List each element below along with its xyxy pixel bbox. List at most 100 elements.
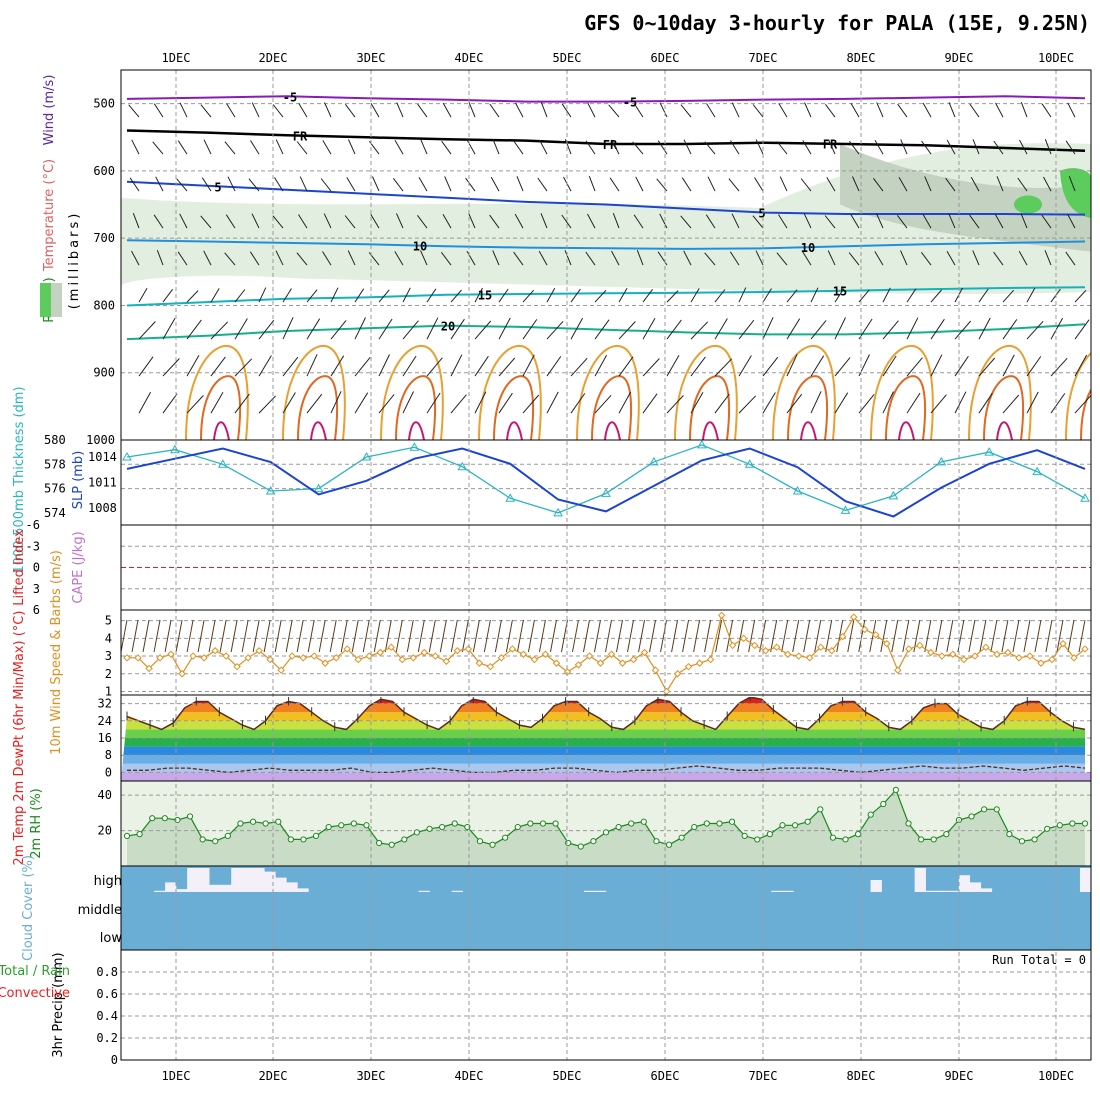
surface-contour-inner: [591, 375, 633, 440]
wind-barb-10m: [1045, 619, 1053, 653]
wind-speed-point: [949, 650, 957, 658]
date-label-bottom: 4DEC: [455, 1069, 484, 1083]
wind-speed-point: [431, 652, 440, 660]
rh-shade-green: [1060, 168, 1091, 218]
wind-speed-point: [519, 650, 528, 658]
wind-barb: [444, 176, 452, 192]
wind-speed-point: [618, 659, 627, 667]
wind-barb: [755, 250, 764, 266]
wind-barb: [882, 391, 894, 414]
wind-speed-point: [178, 670, 186, 678]
wind-barb: [450, 354, 463, 377]
wind-barb: [900, 250, 908, 266]
wind-barb: [234, 393, 250, 414]
wind-barb: [882, 320, 899, 340]
wind-barb: [282, 392, 296, 414]
rh-point: [703, 820, 710, 827]
wind-barb: [546, 356, 562, 377]
wind-speed-point: [541, 650, 550, 658]
wind-barb: [714, 318, 728, 340]
wind-barb: [272, 215, 284, 229]
pressure-tick-label: 1000: [86, 433, 115, 447]
wind-barb: [683, 250, 692, 266]
rh-point: [388, 841, 395, 848]
wind-speed-point: [1059, 639, 1067, 648]
wind-barb-10m: [362, 619, 370, 653]
cloud-high-bar: [231, 868, 243, 892]
wind-barb-10m: [759, 619, 767, 653]
wind-barb: [1065, 140, 1076, 155]
rh-point: [451, 820, 458, 827]
wind-barb: [873, 177, 884, 192]
wind-barb-10m: [395, 619, 403, 653]
chart-title: GFS 0~10day 3-hourly for PALA (15E, 9.25…: [584, 11, 1090, 35]
wind-barb: [570, 393, 586, 414]
wind-speed-point: [916, 641, 924, 650]
wind-speed-point: [222, 652, 230, 660]
cloud-high-bar: [782, 890, 794, 892]
wind-barb-10m: [770, 619, 778, 653]
wind-barb-10m: [252, 619, 260, 653]
rh-point: [350, 820, 357, 827]
wind-barb: [540, 102, 548, 118]
wind-barb: [1067, 102, 1076, 118]
wind-barb: [296, 141, 308, 155]
wind-barb: [1002, 319, 1018, 340]
rh-point: [136, 831, 143, 838]
surface-contour-core: [213, 421, 230, 440]
wind-barb: [394, 251, 404, 266]
thickness-point: [553, 507, 563, 517]
wind-barb: [755, 139, 764, 155]
precip-tick-label: 0.8: [96, 965, 118, 979]
wind-ylabel: 10m Wind Speed & Barbs (m/s): [49, 550, 64, 755]
wind-barb: [993, 140, 1004, 155]
surface-contour-core: [506, 421, 523, 440]
wind-barb-10m: [340, 619, 348, 653]
wind-tick-label: 1: [105, 684, 112, 698]
cloud-high-bar: [870, 880, 882, 892]
wind-barb-10m: [792, 619, 800, 653]
wind-barb-10m: [660, 619, 668, 653]
precip-tick-label: 0: [111, 1053, 118, 1067]
wind-speed-point: [883, 639, 891, 648]
rh-point: [590, 838, 597, 845]
wind-speed-point: [850, 613, 858, 621]
wind-barb-10m: [219, 619, 227, 653]
rh-area: [127, 789, 1085, 866]
surface-contour-outer: [1065, 351, 1091, 440]
wind-barb: [370, 102, 380, 118]
rh-point: [678, 834, 685, 841]
wind-barb: [1026, 356, 1042, 377]
wind-barb-10m: [682, 619, 690, 653]
wind-barb: [203, 139, 212, 155]
wind-barb: [258, 287, 267, 303]
date-label-bottom: 3DEC: [357, 1069, 386, 1083]
wind-barb: [738, 355, 752, 377]
wind-barb: [810, 287, 819, 303]
wind-barb: [762, 288, 772, 303]
wind-barb: [396, 102, 404, 118]
wind-barb: [810, 355, 825, 377]
wind-speed-point: [894, 666, 902, 674]
isotherm-10: [126, 239, 1086, 250]
surface-contour-outer: [380, 344, 444, 440]
wind-barb: [921, 140, 932, 155]
wind-barb: [680, 215, 692, 229]
panel-frames: [120, 69, 1092, 1061]
wind-barb: [996, 176, 1004, 192]
wind-barb: [546, 320, 564, 340]
wind-barb: [825, 103, 836, 118]
contour-label: 20: [441, 320, 455, 334]
wind-barb: [162, 318, 176, 340]
wind-barb: [330, 391, 342, 414]
wind-barb: [930, 394, 947, 414]
wind-barb: [138, 287, 148, 303]
rh-point: [779, 822, 786, 829]
wind-barb: [299, 176, 308, 192]
wind-speed-point: [640, 648, 649, 657]
wind-barb: [804, 102, 812, 118]
wind-speed-point: [486, 662, 495, 671]
wind-barb: [442, 102, 452, 118]
wind-barb: [978, 317, 991, 340]
wind-barb: [186, 290, 199, 303]
